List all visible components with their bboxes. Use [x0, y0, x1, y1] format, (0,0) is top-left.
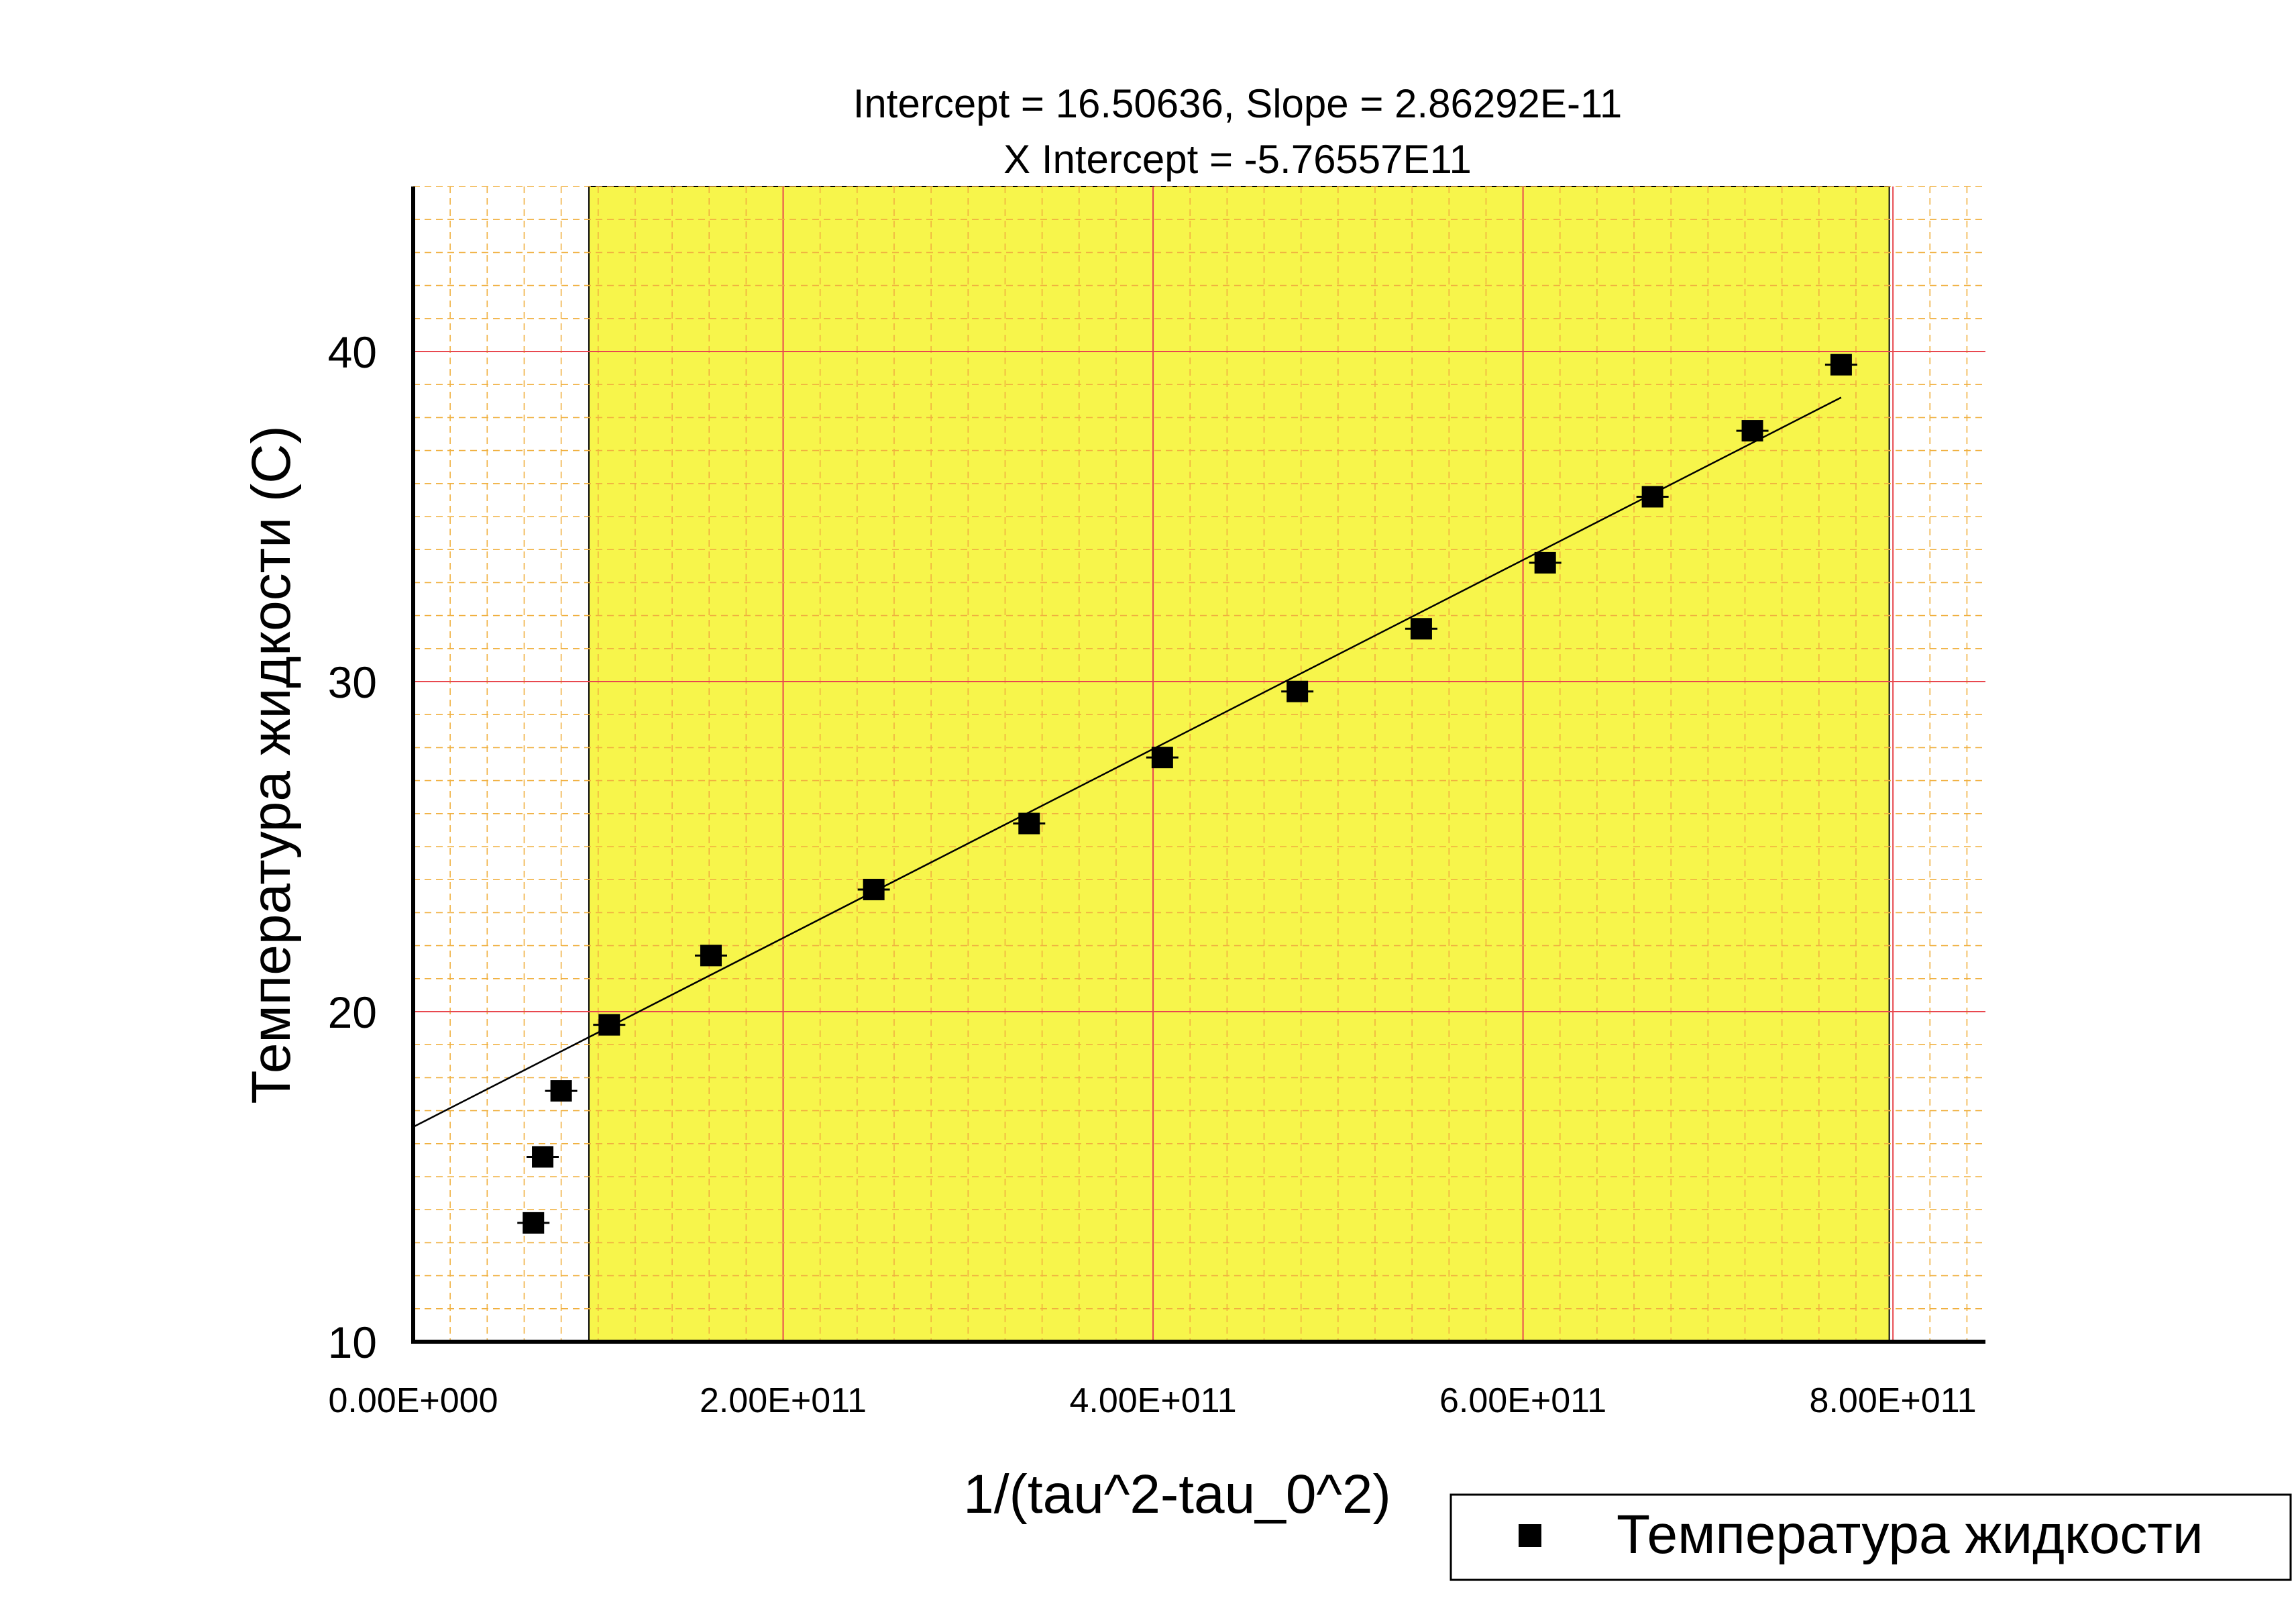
highlight-region: [588, 186, 1890, 1342]
data-point-marker: [598, 1014, 620, 1036]
data-point: [593, 1014, 626, 1036]
data-point-marker: [1018, 812, 1040, 835]
data-point-marker: [1151, 747, 1173, 769]
data-point: [517, 1212, 550, 1234]
data-point: [1636, 486, 1669, 508]
data-point: [857, 878, 890, 900]
data-point: [1529, 551, 1562, 574]
legend: Температура жидкости: [1450, 1493, 2292, 1581]
data-point: [1736, 420, 1769, 442]
data-point-marker: [700, 945, 722, 967]
y-axis-label: Температура жидкости (C): [241, 425, 302, 1104]
chart-title-line-2: X Intercept = -5.76557E11: [1003, 137, 1472, 182]
y-tick-label: 20: [328, 987, 377, 1037]
x-axis-label: 1/(tau^2-tau_0^2): [963, 1464, 1391, 1525]
fit-line-layer: [413, 396, 1842, 1128]
data-point-marker: [1641, 486, 1663, 508]
data-point-marker: [1287, 680, 1309, 702]
data-point: [1281, 680, 1314, 702]
legend-box: [1450, 1493, 2292, 1581]
x-tick-label: 6.00E+011: [1439, 1381, 1606, 1420]
y-tick-label: 30: [328, 657, 377, 707]
data-point-marker: [1410, 618, 1432, 640]
chart-title-line-1: Intercept = 16.50636, Slope = 2.86292E-1…: [853, 81, 1622, 126]
data-point: [1146, 747, 1179, 769]
data-point-marker: [550, 1080, 572, 1102]
data-point: [527, 1146, 559, 1168]
y-tick-label: 10: [328, 1318, 377, 1367]
data-point: [1013, 812, 1046, 835]
x-tick-label: 4.00E+011: [1069, 1381, 1236, 1420]
x-tick-label: 8.00E+011: [1810, 1381, 1977, 1420]
data-point-marker: [863, 878, 885, 900]
x-tick-label: 0.00E+000: [328, 1381, 498, 1420]
grid-layer: [413, 186, 1985, 1342]
data-point: [694, 945, 727, 967]
fit-line: [413, 396, 1842, 1128]
legend-entry-label: Температура жидкости: [1617, 1504, 2203, 1565]
data-point-marker: [1830, 354, 1852, 376]
data-point-marker: [1741, 420, 1763, 442]
legend-marker-square: [1519, 1524, 1541, 1547]
y-tick-label: 40: [328, 327, 377, 377]
data-point-marker: [532, 1146, 554, 1168]
x-tick-label: 2.00E+011: [700, 1381, 867, 1420]
tick-labels: 0.00E+000 2.00E+011 4.00E+011 6.00E+011 8.00…: [328, 327, 1977, 1420]
data-point: [1824, 354, 1857, 376]
data-point-marker: [1534, 551, 1556, 574]
data-point: [545, 1080, 578, 1102]
data-point: [1405, 618, 1437, 640]
axes-layer: [411, 186, 1985, 1344]
data-points-layer: [517, 354, 1857, 1234]
data-point-marker: [523, 1212, 545, 1234]
